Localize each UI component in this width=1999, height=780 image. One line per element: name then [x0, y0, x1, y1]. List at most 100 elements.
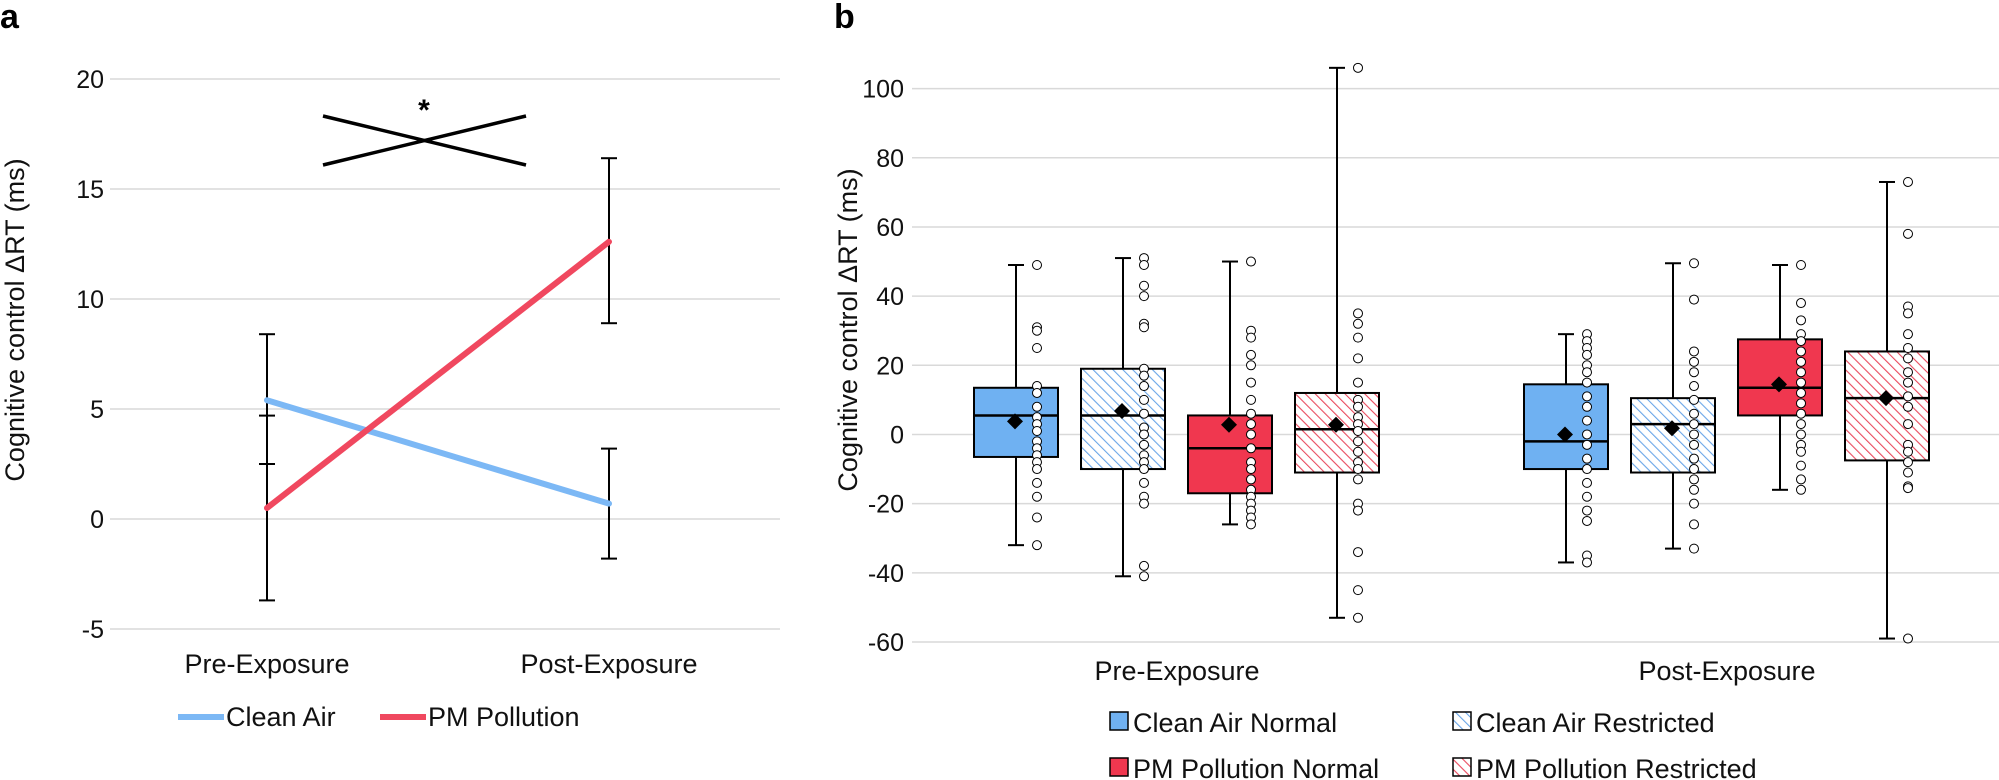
data-point [1139, 322, 1149, 333]
data-point [1032, 512, 1042, 523]
box-pre-exposure-pm-pollution-normal [1187, 256, 1273, 530]
data-point [1032, 325, 1042, 336]
data-point [1246, 474, 1256, 485]
data-point [1582, 557, 1592, 568]
panel-b-y-tick-label: -60 [868, 629, 904, 657]
data-point [1903, 176, 1913, 187]
box-pre-exposure-clean-air-restricted [1080, 253, 1166, 582]
data-point [1032, 426, 1042, 437]
data-point [1582, 491, 1592, 502]
data-point [1139, 464, 1149, 475]
data-point [1796, 419, 1806, 430]
data-point [1353, 401, 1363, 412]
data-point [1246, 443, 1256, 454]
panel-b-y-tick-label: 0 [890, 421, 904, 449]
data-point [1246, 349, 1256, 360]
data-point [1796, 346, 1806, 357]
data-point [1689, 394, 1699, 405]
mean-marker [1557, 426, 1573, 443]
data-point [1796, 398, 1806, 409]
data-point [1139, 439, 1149, 450]
data-point [1582, 464, 1592, 475]
data-point [1582, 515, 1592, 526]
data-point [1582, 377, 1592, 388]
box-post-exposure-clean-air-normal [1523, 329, 1609, 568]
panel-a-legend: Clean Air PM Pollution [178, 702, 580, 732]
data-point [1353, 505, 1363, 516]
data-point [1139, 477, 1149, 488]
data-point [1139, 259, 1149, 270]
data-point [1796, 377, 1806, 388]
data-point [1796, 336, 1806, 347]
box-post-exposure-pm-pollution-normal [1737, 259, 1823, 495]
legend-pm-pollution-normal-swatch [1109, 757, 1129, 777]
interaction-line-2 [322, 114, 527, 167]
data-point [1353, 436, 1363, 447]
data-point [1903, 329, 1913, 340]
data-point [1246, 377, 1256, 388]
data-point [1139, 571, 1149, 582]
data-point [1353, 332, 1363, 343]
series-line-pm-pollution [264, 238, 612, 511]
data-point [1689, 258, 1699, 269]
data-point [1139, 280, 1149, 291]
data-point [1689, 367, 1699, 378]
panel-b-y-tick-labels: 100 80 60 40 20 0 -20 -40 -60 [862, 76, 904, 657]
data-point [1582, 439, 1592, 450]
mean-marker [1771, 376, 1787, 393]
data-point [1689, 346, 1699, 357]
data-point [1139, 429, 1149, 440]
data-point [1582, 391, 1592, 402]
data-point [1903, 446, 1913, 457]
legend-pm-pollution-normal-label: PM Pollution Normal [1133, 754, 1379, 780]
legend-pm-pollution-restricted-swatch [1452, 757, 1472, 777]
data-point [1246, 519, 1256, 530]
panel-b-y-tick-label: 100 [862, 76, 904, 104]
data-point [1246, 408, 1256, 419]
mean-marker [1328, 416, 1344, 433]
data-point [1903, 353, 1913, 364]
data-point [1246, 360, 1256, 371]
panel-a-y-tick-label: 15 [76, 176, 104, 204]
data-point [1796, 298, 1806, 309]
data-point [1689, 381, 1699, 392]
series-clean-air [259, 333, 617, 560]
box-pre-exposure-pm-pollution-restricted [1294, 62, 1380, 623]
data-point [1353, 585, 1363, 596]
legend-pm-pollution-label: PM Pollution [428, 702, 580, 732]
data-point [1689, 419, 1699, 430]
series-pm-pollution [259, 157, 617, 602]
data-point [1689, 474, 1699, 485]
panel-b-y-tick-label: 60 [876, 214, 904, 242]
legend-clean-air-restricted-swatch [1452, 711, 1472, 731]
data-point [1246, 332, 1256, 343]
data-point [1246, 394, 1256, 405]
panel-a-label: a [0, 0, 20, 36]
box-iqr [1844, 350, 1930, 462]
panel-a-x-label-pre-exposure: Pre-Exposure [184, 649, 349, 679]
panel-a-y-tick-label: 10 [76, 286, 104, 314]
data-point [1689, 439, 1699, 450]
data-point [1353, 474, 1363, 485]
panel-b-y-tick-label: 80 [876, 145, 904, 173]
data-point [1139, 498, 1149, 509]
panel-a-series [259, 157, 617, 602]
box-iqr [1523, 383, 1609, 471]
data-point [1796, 315, 1806, 326]
data-point [1353, 612, 1363, 623]
data-point [1903, 391, 1913, 402]
data-point [1582, 401, 1592, 412]
data-point [1353, 318, 1363, 329]
data-point [1582, 367, 1592, 378]
panel-a-y-tick-label: -5 [82, 616, 104, 644]
data-point [1689, 294, 1699, 305]
data-point [1246, 429, 1256, 440]
data-point [1796, 474, 1806, 485]
data-point [1903, 483, 1913, 494]
data-point [1353, 464, 1363, 475]
data-point [1139, 408, 1149, 419]
panel-a-gridlines [110, 78, 780, 630]
data-point [1796, 387, 1806, 398]
data-point [1903, 419, 1913, 430]
data-point [1689, 519, 1699, 530]
